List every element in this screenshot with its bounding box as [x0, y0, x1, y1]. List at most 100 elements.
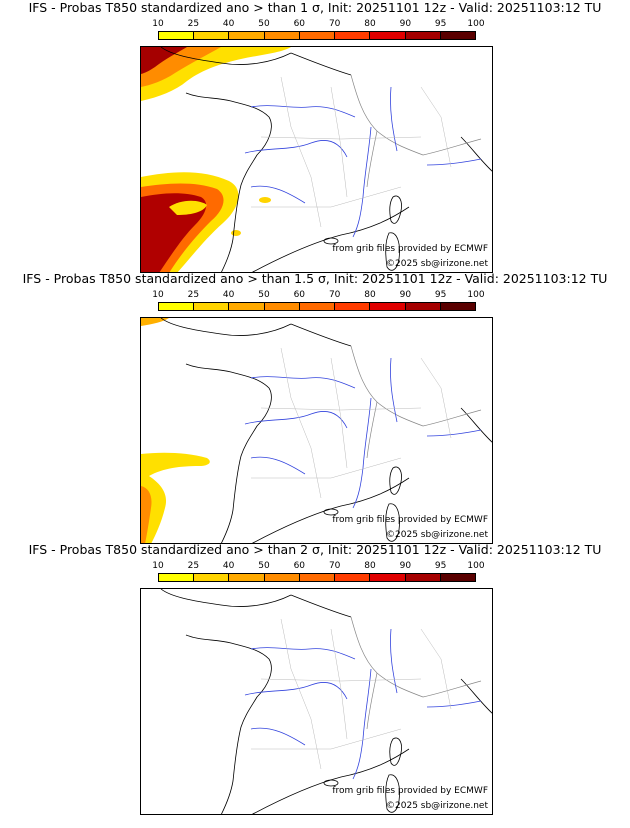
coastline-mediterranean: [252, 477, 410, 543]
colorbar-tick: 70: [328, 561, 341, 571]
colorbar-segment: [440, 303, 475, 310]
coastline-adriatic: [460, 136, 492, 172]
country-borders: [350, 74, 482, 188]
coastline-britain: [160, 47, 292, 65]
coastline-north: [290, 52, 352, 76]
coastline-france: [185, 634, 272, 814]
colorbar-tick: 90: [399, 19, 412, 29]
colorbar-segment: [299, 32, 336, 39]
island-corsica: [389, 737, 402, 766]
probability-area-channel: [141, 318, 169, 326]
colorbar-segment: [405, 303, 441, 310]
regional-boundaries: [251, 76, 452, 228]
colorbar-ticks: 10 25 40 50 60 70 80 90 95 100: [152, 290, 484, 300]
coastline-north: [290, 594, 352, 618]
colorbar-segment: [229, 32, 265, 39]
colorbar-tick: 40: [222, 290, 235, 300]
panel-title: IFS - Probas T850 standardized ano > tha…: [22, 271, 608, 286]
colorbar-tick: 95: [434, 561, 447, 571]
colorbar-tick: 80: [364, 19, 376, 29]
island-balearic: [323, 237, 339, 245]
colorbar-segment: [440, 32, 475, 39]
river-rhone: [352, 126, 372, 238]
coastline-mediterranean: [252, 748, 410, 814]
probability-area-biscay: [141, 452, 210, 543]
map-graphic: [141, 318, 492, 543]
colorbar-tick: 100: [467, 19, 485, 29]
colorbar-tick: 95: [434, 19, 447, 29]
river-seine: [250, 105, 356, 118]
country-borders: [350, 345, 482, 459]
colorbar-segment: [440, 574, 475, 581]
river-garonne: [250, 456, 306, 475]
island-balearic: [323, 508, 339, 516]
colorbar-tick: 50: [258, 19, 270, 29]
panel-2: IFS - Probas T850 standardized ano > tha…: [0, 271, 630, 544]
regional-boundaries: [251, 618, 452, 770]
colorbar-segment: [335, 303, 371, 310]
river-rhone: [352, 397, 372, 509]
colorbar-segment: [299, 303, 336, 310]
coastline-adriatic: [460, 678, 492, 714]
colorbar-segment: [159, 32, 195, 39]
colorbar-segment: [194, 32, 230, 39]
colorbar-segment: [194, 574, 230, 581]
probability-map: from grib files provided by ECMWF ©2025 …: [140, 588, 493, 815]
colorbar-tick: 10: [152, 561, 164, 571]
island-sardinia: [385, 774, 400, 813]
probability-area-biscay-mid: [141, 486, 152, 543]
colorbar-tick: 50: [258, 561, 270, 571]
river-loire: [244, 411, 348, 429]
colorbar-segment: [405, 32, 441, 39]
colorbar-tick: 100: [467, 290, 485, 300]
colorbar-segment: [264, 32, 300, 39]
colorbar-tick: 25: [187, 290, 200, 300]
colorbar-tick: 25: [187, 561, 200, 571]
coastline-britain: [160, 589, 292, 607]
colorbar: [158, 31, 476, 40]
panel-title: IFS - Probas T850 standardized ano > tha…: [28, 542, 602, 557]
river-po: [426, 429, 482, 437]
colorbar-segment: [405, 574, 441, 581]
island-sardinia: [385, 503, 400, 542]
colorbar-tick: 90: [399, 290, 412, 300]
colorbar-tick: 90: [399, 561, 412, 571]
river-rhone: [352, 668, 372, 780]
island-sardinia: [385, 232, 400, 271]
colorbar: [158, 573, 476, 582]
colorbar-segment: [159, 574, 195, 581]
river-po: [426, 158, 482, 166]
colorbar-segment: [370, 32, 406, 39]
colorbar-tick: 25: [187, 19, 200, 29]
river-garonne: [250, 185, 306, 204]
coastline-france: [185, 92, 272, 272]
source-credit: from grib files provided by ECMWF: [332, 515, 488, 525]
panel-1: IFS - Probas T850 standardized ano > tha…: [0, 0, 630, 273]
colorbar-tick: 70: [328, 19, 341, 29]
coastline-france: [185, 363, 272, 543]
river-rhine: [390, 628, 398, 694]
probability-spot: [231, 230, 241, 236]
colorbar-segment: [264, 574, 300, 581]
river-po: [426, 700, 482, 708]
river-loire: [244, 140, 348, 158]
source-credit: from grib files provided by ECMWF: [332, 786, 488, 796]
river-garonne: [250, 727, 306, 746]
colorbar-segment: [264, 303, 300, 310]
colorbar-segment: [335, 32, 371, 39]
colorbar: [158, 302, 476, 311]
island-corsica: [389, 195, 402, 224]
colorbar-segment: [194, 303, 230, 310]
colorbar-tick: 80: [364, 290, 376, 300]
colorbar-ticks: 10 25 40 50 60 70 80 90 95 100: [152, 19, 484, 29]
colorbar-tick: 70: [328, 290, 341, 300]
colorbar-tick: 60: [293, 561, 306, 571]
copyright-credit: ©2025 sb@irizone.net: [386, 801, 488, 811]
colorbar-segment: [370, 574, 406, 581]
island-balearic: [323, 779, 339, 787]
colorbar-tick: 60: [293, 19, 306, 29]
colorbar-tick: 50: [258, 290, 270, 300]
colorbar-ticks: 10 25 40 50 60 70 80 90 95 100: [152, 561, 484, 571]
colorbar-segment: [299, 574, 336, 581]
copyright-credit: ©2025 sb@irizone.net: [386, 259, 488, 269]
